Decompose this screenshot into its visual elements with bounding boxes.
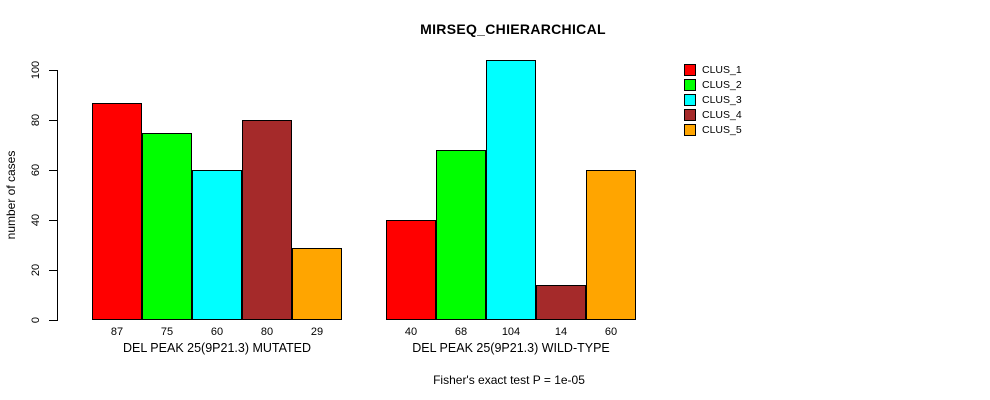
- bar-clus_3: [486, 60, 536, 320]
- y-tick-mark: [49, 220, 57, 221]
- legend-label: CLUS_2: [702, 78, 742, 91]
- bar-value-label: 68: [454, 326, 468, 338]
- bar-clus_2: [436, 150, 486, 320]
- y-tick-mark: [49, 320, 57, 321]
- y-tick-label: 60: [30, 163, 42, 177]
- legend-swatch-icon: [684, 108, 696, 121]
- legend-item-clus_4: CLUS_4: [684, 107, 742, 122]
- y-tick-mark: [49, 120, 57, 121]
- y-tick-mark: [49, 70, 57, 71]
- legend-swatch-icon: [684, 63, 696, 76]
- y-axis-label: number of cases: [4, 150, 18, 240]
- bar-value-label: 75: [160, 326, 174, 338]
- y-tick-label: 80: [30, 113, 42, 127]
- fisher-test-footnote: Fisher's exact test P = 1e-05: [433, 373, 585, 387]
- bar-clus_5: [292, 247, 342, 320]
- chart-title: MIRSEQ_CHIERARCHICAL: [420, 21, 606, 37]
- legend-item-clus_1: CLUS_1: [684, 62, 742, 77]
- group-label-mutated: DEL PEAK 25(9P21.3) MUTATED: [122, 341, 312, 355]
- y-tick-mark: [49, 170, 57, 171]
- y-tick-label: 0: [30, 316, 42, 324]
- bar-value-label: 87: [110, 326, 124, 338]
- legend-label: CLUS_3: [702, 93, 742, 106]
- bar-value-label: 40: [404, 326, 418, 338]
- bar-clus_4: [536, 285, 586, 320]
- y-tick-mark: [49, 270, 57, 271]
- bar-clus_4: [242, 120, 292, 320]
- bar-clus_1: [92, 102, 142, 320]
- bar-clus_5: [586, 170, 636, 320]
- bar-value-label: 104: [501, 326, 521, 338]
- y-tick-label: 100: [30, 60, 42, 80]
- bar-value-label: 80: [260, 326, 274, 338]
- bar-value-label: 29: [310, 326, 324, 338]
- legend-item-clus_3: CLUS_3: [684, 92, 742, 107]
- legend-label: CLUS_4: [702, 108, 742, 121]
- y-axis-line: [57, 70, 58, 321]
- legend-label: CLUS_5: [702, 123, 742, 136]
- legend-swatch-icon: [684, 123, 696, 136]
- legend-swatch-icon: [684, 78, 696, 91]
- legend-item-clus_2: CLUS_2: [684, 77, 742, 92]
- bar-clus_2: [142, 132, 192, 320]
- y-tick-label: 40: [30, 213, 42, 227]
- legend-item-clus_5: CLUS_5: [684, 122, 742, 137]
- bar-value-label: 60: [210, 326, 224, 338]
- legend-swatch-icon: [684, 93, 696, 106]
- bar-value-label: 60: [604, 326, 618, 338]
- bar-clus_1: [386, 220, 436, 320]
- bar-clus_3: [192, 170, 242, 320]
- legend-label: CLUS_1: [702, 63, 742, 76]
- group-label-wildtype: DEL PEAK 25(9P21.3) WILD-TYPE: [412, 341, 610, 355]
- y-tick-label: 20: [30, 263, 42, 277]
- bar-value-label: 14: [554, 326, 568, 338]
